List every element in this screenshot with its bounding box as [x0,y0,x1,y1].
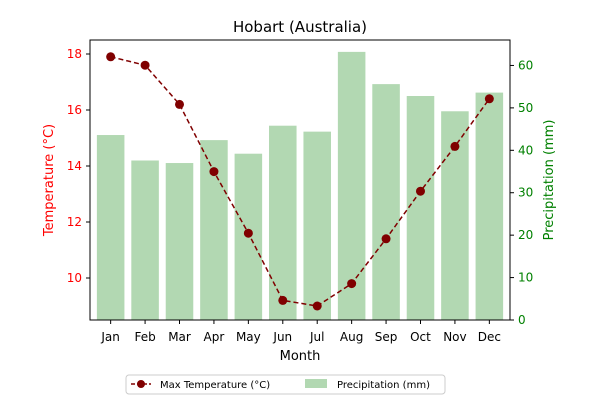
precipitation-bar-feb [131,160,159,320]
temperature-point-apr [209,167,219,177]
precipitation-bar-oct [406,96,435,320]
chart-title: Hobart (Australia) [233,18,367,36]
right-y-tick-label: 0 [518,313,526,327]
legend-box [125,374,446,395]
x-tick-label: Oct [410,330,431,344]
left-y-tick-label: 10 [67,271,82,285]
legend-label-temperature: Max Temperature (°C) [160,380,270,391]
right-y-axis: 0 10 20 30 40 50 60 [510,58,533,327]
temperature-point-sep [381,234,391,244]
right-y-tick-label: 50 [518,101,533,115]
left-y-tick-label: 12 [67,215,82,229]
left-y-tick-label: 16 [67,103,82,117]
temperature-point-aug [347,279,357,289]
right-y-tick-label: 10 [518,271,533,285]
temperature-point-jul [312,301,322,311]
x-tick-label: Dec [478,330,501,344]
legend-label-precipitation: Precipitation (mm) [337,380,430,391]
x-axis-label: Month [280,349,321,364]
x-tick-label: Sep [375,330,398,344]
x-tick-label: May [236,330,261,344]
temperature-point-nov [450,141,460,151]
precipitation-bars [96,51,504,321]
plot-frame [89,39,511,321]
temperature-point-may [243,228,253,238]
precipitation-bar-mar [165,163,194,320]
x-tick-label: Jul [309,330,324,344]
precipitation-bar-jul [303,131,331,320]
left-axis-label: Temperature (°C) [42,124,57,237]
left-y-tick-label: 14 [67,159,82,173]
x-tick-label: Aug [340,330,363,344]
temperature-line [106,52,494,311]
legend-marker-swatch [137,380,145,388]
temperature-point-feb [140,60,150,70]
left-y-tick-label: 18 [67,47,82,61]
x-tick-label: Mar [168,330,191,344]
temperature-point-dec [484,94,494,104]
right-y-tick-label: 40 [518,143,533,157]
x-tick-label: Apr [204,330,225,344]
precipitation-bar-jan [96,135,125,320]
temperature-point-jun [278,295,288,305]
precipitation-bar-aug [337,51,366,321]
x-tick-label: Jan [100,330,120,344]
x-tick-label: Nov [443,330,466,344]
temperature-point-oct [415,186,425,196]
right-y-tick-label: 30 [518,186,533,200]
left-y-axis: 10 12 14 16 18 [67,47,90,285]
legend-bar-swatch [305,379,327,388]
right-y-tick-label: 60 [518,58,533,72]
precipitation-bar-jun [269,125,297,321]
x-tick-label: Feb [134,330,155,344]
precipitation-bar-sep [372,84,400,320]
x-tick-label: Jun [272,330,292,344]
right-y-tick-label: 20 [518,228,533,242]
x-axis: Jan Feb Mar Apr May Jun Jul Aug Sep Oct Nov Dec [100,320,501,344]
precipitation-bar-dec [475,92,504,320]
temperature-point-mar [175,99,185,109]
right-axis-label: Precipitation (mm) [542,120,557,241]
temperature-point-jan [106,52,116,62]
legend: Max Temperature (°C) Precipitation (mm) [125,374,446,395]
